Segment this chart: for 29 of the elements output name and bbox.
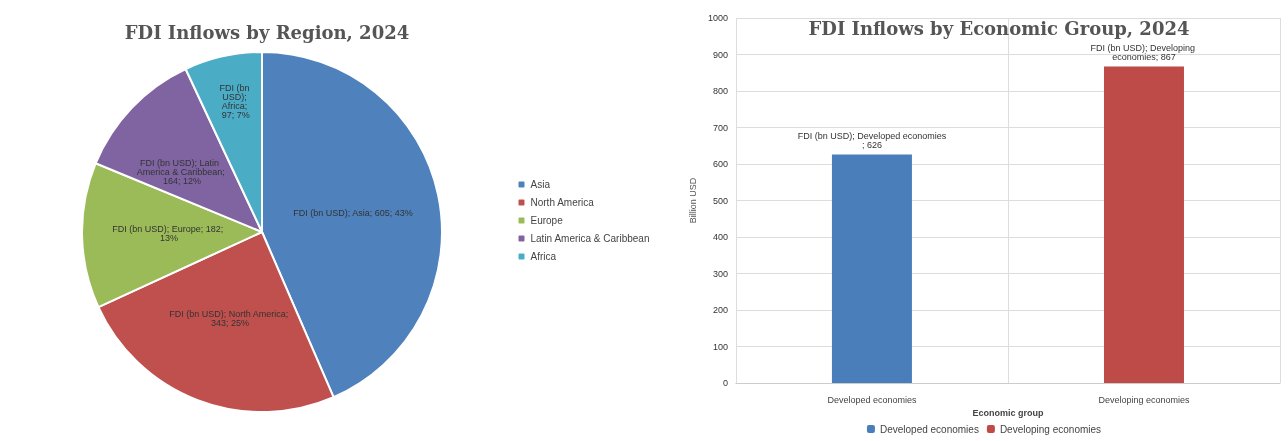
y-tick-label: 400 — [712, 232, 728, 242]
data-label: FDI (bn USD); North America; 343; 25% — [169, 309, 289, 329]
legend-label: Africa — [530, 251, 557, 262]
y-tick-label: 200 — [712, 305, 728, 315]
y-tick-label: 0 — [722, 378, 728, 388]
y-tick-label: 100 — [712, 341, 728, 352]
legend-label: Developing economies — [999, 423, 1102, 435]
chart-title: FDI Inflows by Region, 2024 — [124, 21, 410, 43]
y-tick-label: 900 — [712, 49, 728, 60]
legend-label: North America — [530, 197, 595, 208]
legend-label: Europe — [530, 215, 564, 226]
data-label: FDI (bn USD); Latin America & Caribbean; 164; 12% — [136, 157, 225, 186]
data-label: FDI (bn USD); Developing economies; 867 — [1090, 43, 1198, 63]
y-tick-label: 600 — [712, 159, 728, 169]
y-axis-title: Billion USD — [687, 177, 698, 224]
y-tick-label: 1000 — [707, 13, 728, 23]
y-tick-label: 500 — [712, 195, 728, 206]
y-tick-label: 800 — [712, 86, 728, 96]
data-label: FDI (bn USD); Developed economies; 626 — [797, 131, 947, 151]
x-axis-title: Economic group — [972, 408, 1044, 419]
y-tick-label: 300 — [712, 268, 728, 279]
legend-label: Latin America & Caribbean — [530, 233, 650, 244]
data-label: FDI (bn USD); Africa; 97; 7% — [219, 82, 253, 120]
y-tick-label: 700 — [712, 122, 728, 133]
chart-title: FDI Inflows by Economic Group, 2024 — [808, 17, 1190, 39]
legend-label: Asia — [530, 179, 551, 190]
legend-label: Developed economies — [879, 423, 979, 435]
data-label: FDI (bn USD); Europe; 182; 13% — [112, 224, 226, 244]
data-label: FDI (bn USD); Asia; 605; 43% — [293, 208, 413, 219]
